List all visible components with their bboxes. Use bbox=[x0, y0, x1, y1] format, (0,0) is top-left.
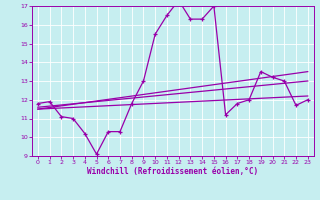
X-axis label: Windchill (Refroidissement éolien,°C): Windchill (Refroidissement éolien,°C) bbox=[87, 167, 258, 176]
